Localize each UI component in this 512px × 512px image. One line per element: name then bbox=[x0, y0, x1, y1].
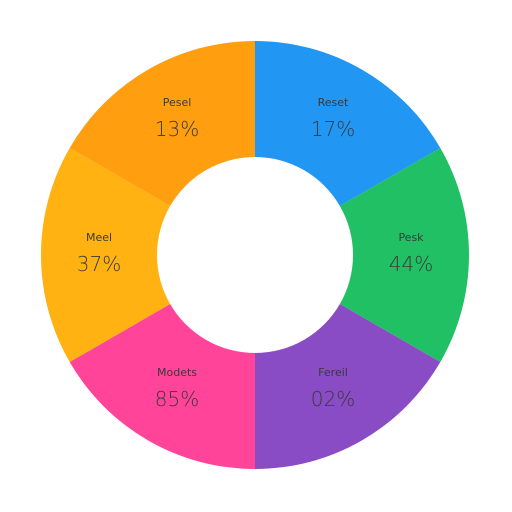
donut-slice-fereil bbox=[255, 304, 441, 469]
slice-value-pesk: 44% bbox=[389, 252, 433, 276]
donut-slice-pesk bbox=[339, 148, 469, 362]
slice-value-modets: 85% bbox=[155, 387, 199, 411]
slice-label-pesel: Pesel bbox=[163, 96, 192, 109]
donut-slice-reset bbox=[255, 41, 441, 206]
slice-value-fereil: 02% bbox=[311, 387, 355, 411]
donut-slice-meel bbox=[40, 148, 171, 362]
slice-label-reset: Reset bbox=[318, 96, 349, 109]
slice-value-meel: 37% bbox=[77, 252, 121, 276]
slice-label-meel: Meel bbox=[86, 231, 112, 244]
slice-label-fereil: Fereil bbox=[318, 366, 348, 379]
slice-label-pesk: Pesk bbox=[398, 231, 424, 244]
donut-slice-pesel bbox=[69, 41, 255, 206]
slice-value-pesel: 13% bbox=[155, 117, 199, 141]
slice-value-reset: 17% bbox=[311, 117, 355, 141]
slice-label-modets: Modets bbox=[157, 366, 197, 379]
donut-slice-modets bbox=[69, 304, 255, 469]
